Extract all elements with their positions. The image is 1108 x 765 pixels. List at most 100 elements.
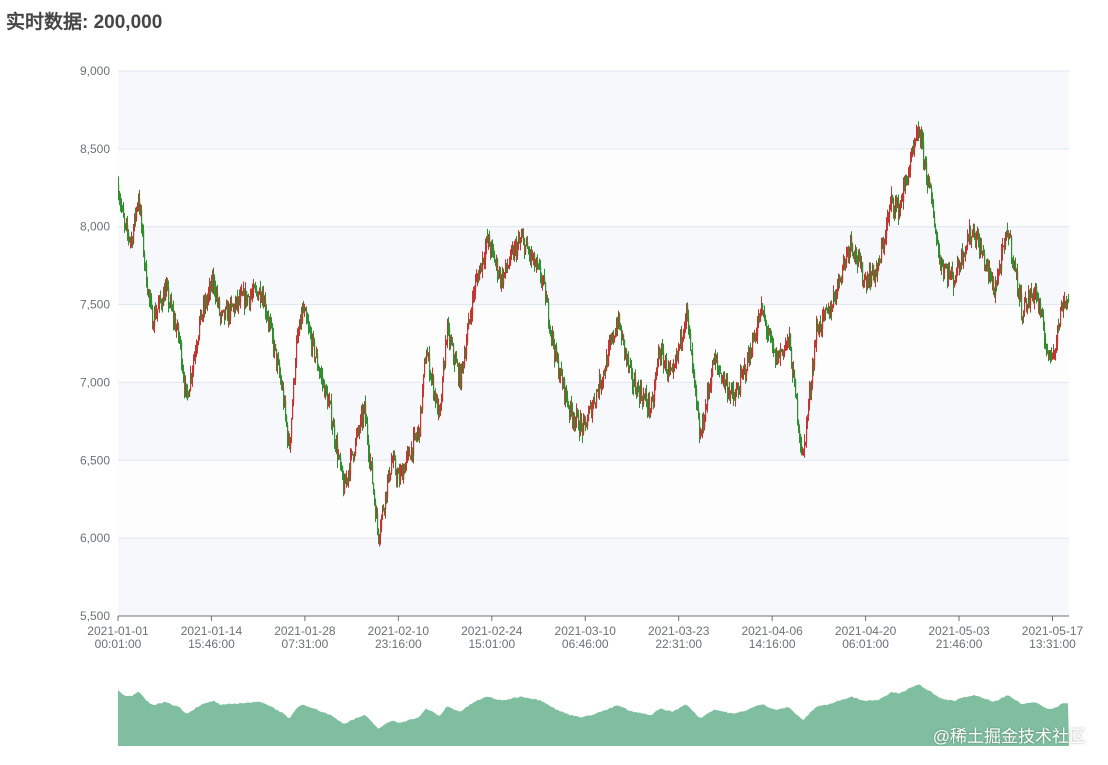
candle-body bbox=[683, 334, 685, 338]
candle-body bbox=[767, 331, 769, 334]
candle-body bbox=[342, 466, 344, 479]
candle-body bbox=[646, 393, 648, 404]
candle-body bbox=[170, 299, 172, 306]
candle-body bbox=[514, 246, 516, 259]
candle-body bbox=[883, 244, 885, 248]
candle-body bbox=[345, 478, 347, 484]
candle-body bbox=[777, 351, 779, 364]
candle-body bbox=[340, 456, 342, 467]
candle-body bbox=[1015, 263, 1017, 272]
candle-body bbox=[305, 310, 307, 312]
data-zoom-slider[interactable] bbox=[118, 684, 1069, 746]
candle-body bbox=[701, 433, 703, 435]
candle-body bbox=[316, 354, 318, 358]
candle-body bbox=[271, 323, 273, 326]
candle-body bbox=[901, 201, 903, 203]
candle-body bbox=[370, 461, 372, 463]
candle-body bbox=[920, 134, 922, 145]
candle-body bbox=[279, 363, 281, 375]
candle-body bbox=[873, 264, 875, 274]
candle-body bbox=[1048, 352, 1050, 354]
candle-body bbox=[610, 340, 612, 344]
candle-body bbox=[1058, 327, 1060, 329]
candle-body bbox=[700, 434, 702, 438]
candle-body bbox=[736, 389, 738, 395]
candle-body bbox=[1054, 351, 1056, 353]
candle-body bbox=[857, 259, 859, 265]
candle-body bbox=[928, 179, 930, 186]
candle-body bbox=[482, 258, 484, 271]
candle-body bbox=[932, 200, 934, 205]
candle-body bbox=[160, 296, 162, 301]
candle-body bbox=[865, 277, 867, 279]
candle-body bbox=[1026, 298, 1028, 311]
candle-body bbox=[256, 288, 258, 292]
x-tick-label: 2021-05-17 13:31:00 bbox=[1022, 624, 1084, 651]
candle-body bbox=[588, 412, 590, 421]
candle-body bbox=[889, 208, 891, 217]
candle-body bbox=[379, 536, 381, 541]
candle-body bbox=[332, 425, 334, 428]
candle-body bbox=[192, 369, 194, 378]
candle-body bbox=[457, 362, 459, 366]
candle-body bbox=[484, 260, 486, 262]
candle-body bbox=[980, 244, 982, 255]
candle-body bbox=[943, 263, 945, 273]
candle-body bbox=[400, 471, 402, 482]
candle-body bbox=[288, 436, 290, 443]
candle-body bbox=[408, 450, 410, 453]
candle-body bbox=[862, 262, 864, 283]
candle-body bbox=[781, 350, 783, 352]
candle-body bbox=[587, 420, 589, 427]
candle-body bbox=[567, 398, 569, 405]
candle-body bbox=[591, 404, 593, 417]
candle-body bbox=[270, 321, 272, 324]
candle-body bbox=[967, 237, 969, 246]
candle-body bbox=[713, 360, 715, 365]
candle-body bbox=[895, 202, 897, 213]
candle-body bbox=[450, 339, 452, 344]
candle-body bbox=[672, 370, 674, 372]
candle-body bbox=[723, 374, 725, 380]
candle-body bbox=[977, 235, 979, 237]
candle-body bbox=[134, 213, 136, 228]
candle-body bbox=[1020, 293, 1022, 298]
candle-body bbox=[1039, 303, 1041, 309]
candle-body bbox=[537, 260, 539, 265]
candle-body bbox=[198, 336, 200, 343]
candle-body bbox=[142, 227, 144, 231]
candle-body bbox=[389, 470, 391, 480]
candle-body bbox=[290, 437, 292, 449]
candle-body bbox=[679, 344, 681, 347]
candle-body bbox=[1053, 352, 1055, 354]
candle-body bbox=[822, 312, 824, 329]
candle-body bbox=[807, 415, 809, 422]
candle-body bbox=[257, 291, 259, 300]
candle-body bbox=[1051, 354, 1053, 359]
candle-body bbox=[570, 401, 572, 414]
candle-body bbox=[449, 328, 451, 344]
candle-body bbox=[879, 260, 881, 262]
candle-body bbox=[804, 442, 806, 449]
candle-body bbox=[774, 350, 776, 352]
candle-body bbox=[485, 247, 487, 261]
candle-body bbox=[131, 238, 133, 240]
candle-body bbox=[731, 386, 733, 393]
candle-body bbox=[217, 292, 219, 303]
candle-body bbox=[867, 279, 869, 287]
candle-body bbox=[628, 356, 630, 367]
x-tick-date: 2021-03-23 bbox=[648, 624, 710, 638]
candle-body bbox=[541, 278, 543, 283]
candle-body bbox=[766, 322, 768, 332]
candle-body bbox=[1063, 302, 1065, 311]
candle-body bbox=[670, 368, 672, 370]
candle-body bbox=[821, 328, 823, 330]
candle-body bbox=[499, 270, 501, 276]
candle-body bbox=[716, 360, 718, 362]
candle-body bbox=[669, 365, 671, 370]
candle-body bbox=[1044, 329, 1046, 340]
candle-body bbox=[213, 276, 215, 287]
candle-body bbox=[124, 217, 126, 225]
candle-body bbox=[302, 308, 304, 322]
candle-body bbox=[779, 350, 781, 357]
